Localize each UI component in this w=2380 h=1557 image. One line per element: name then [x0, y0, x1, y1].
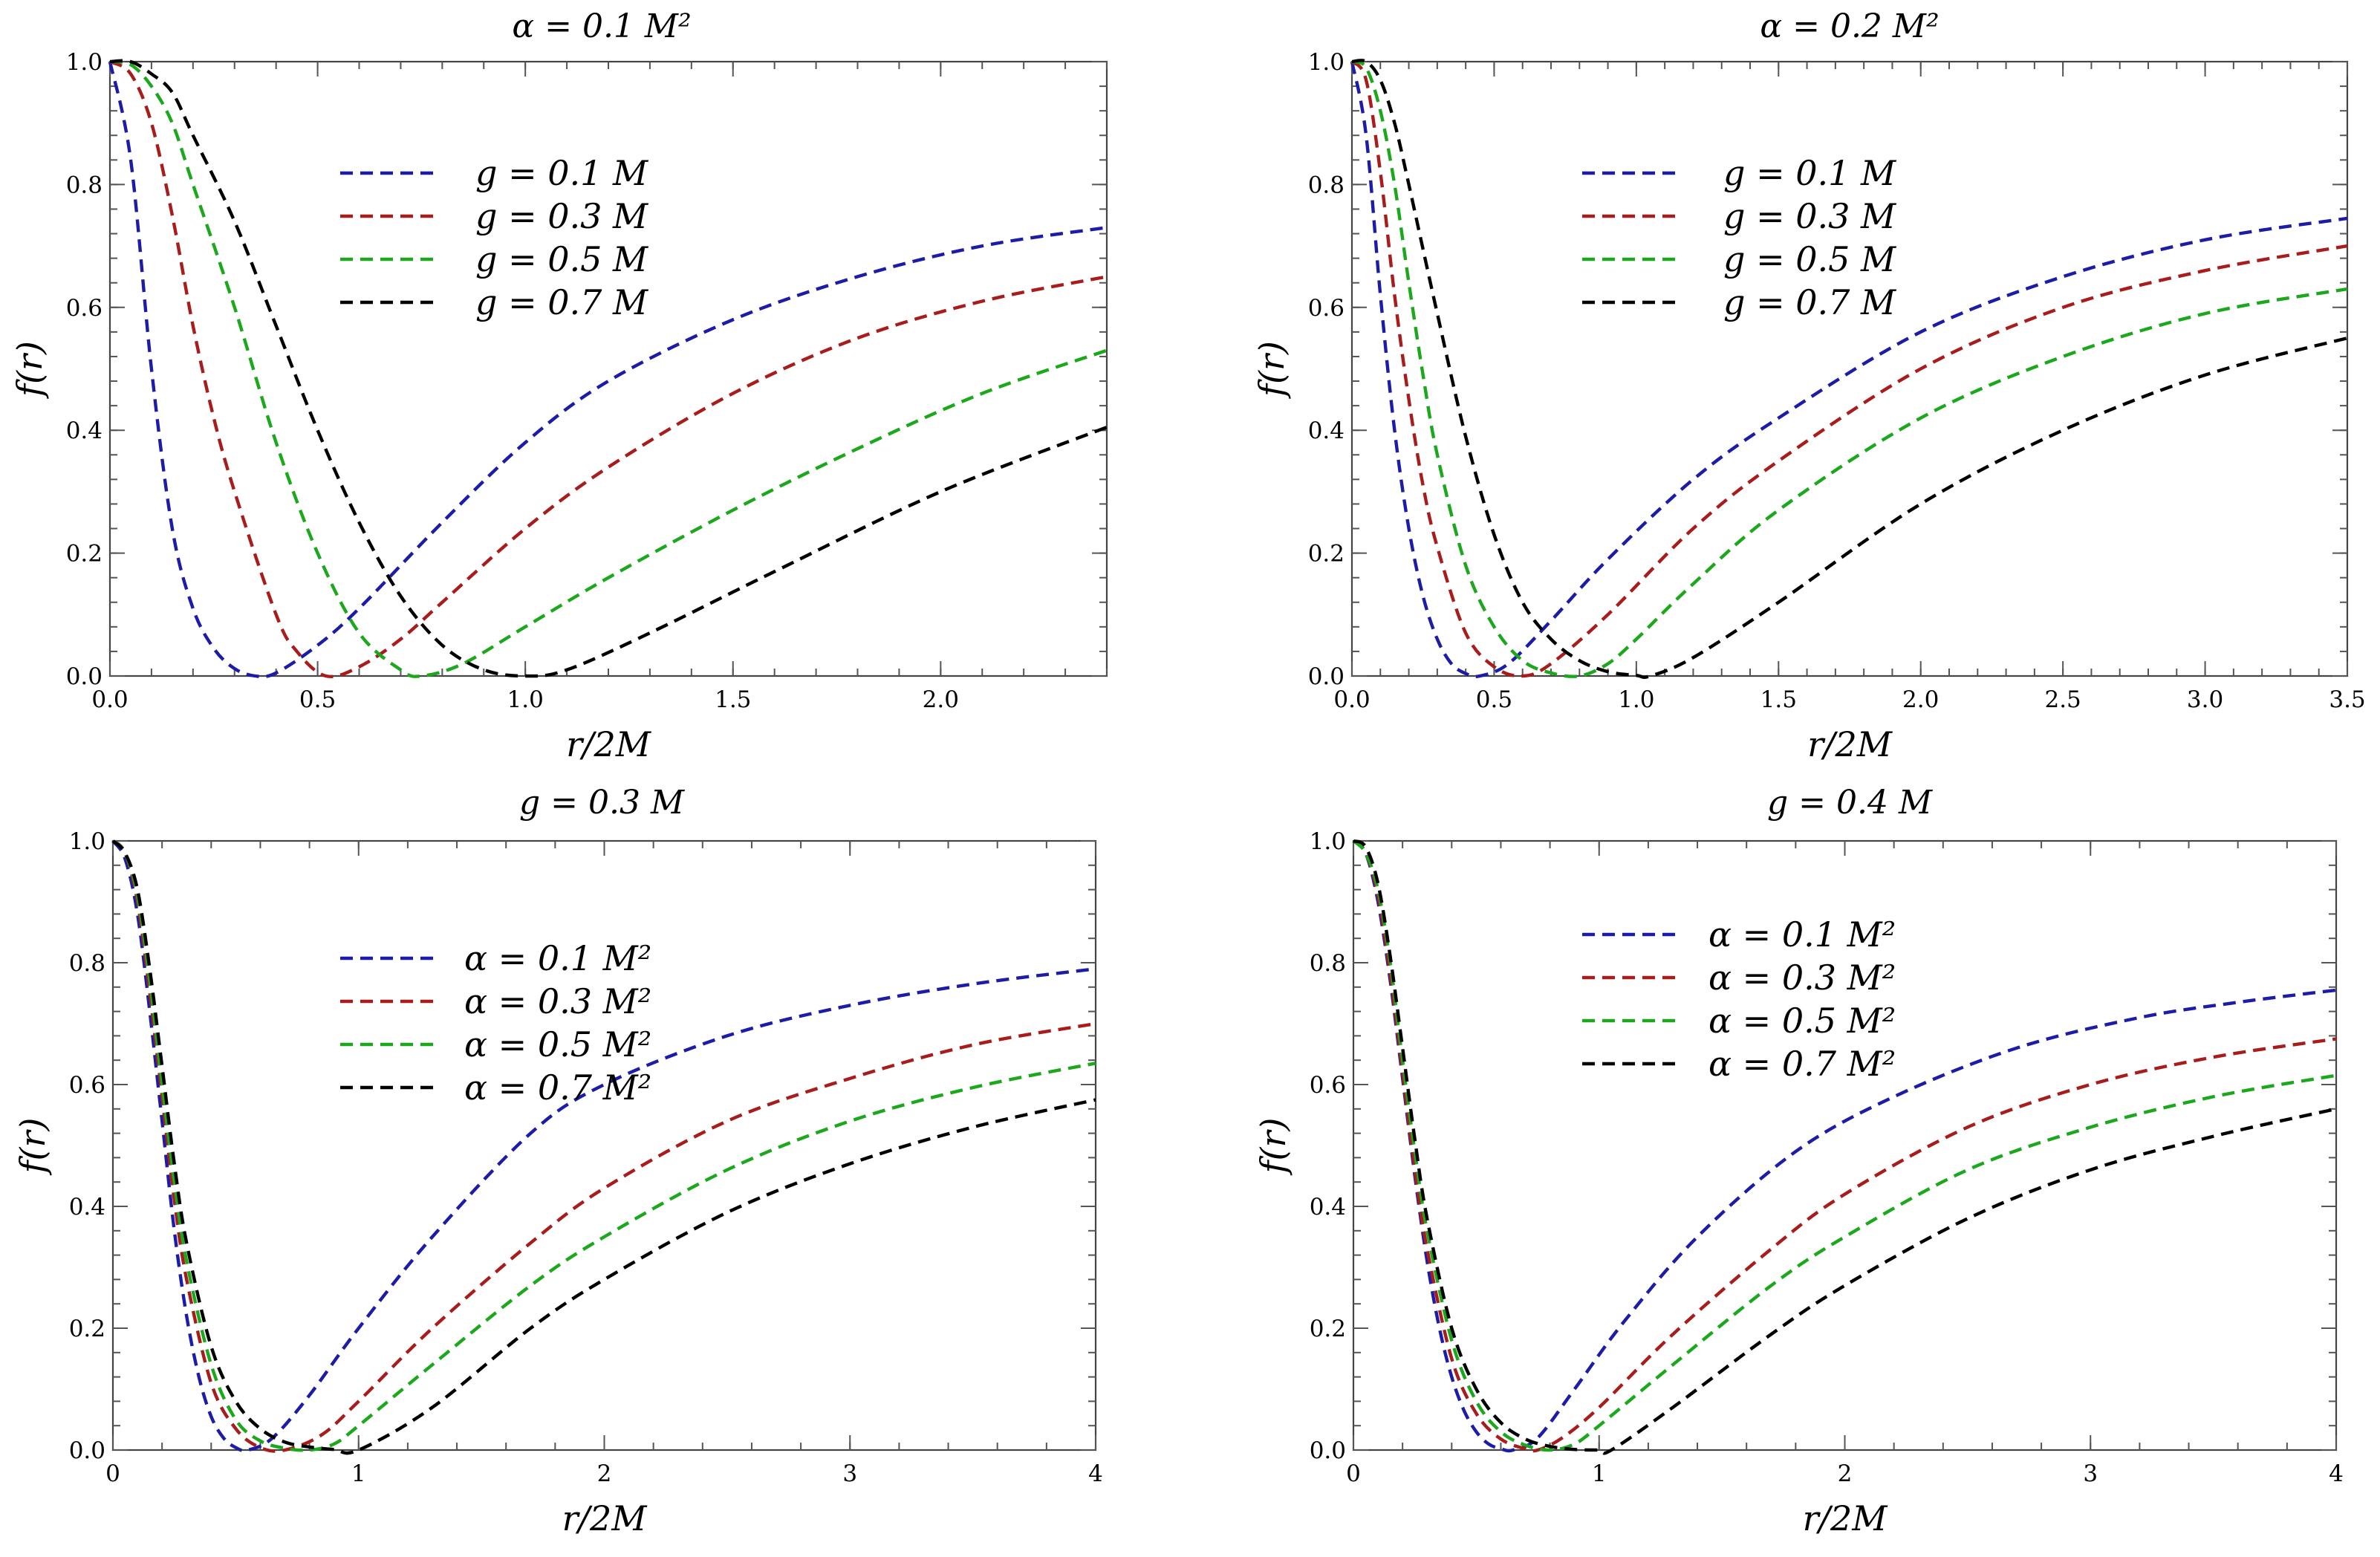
legend-label: g = 0.5 M [475, 239, 649, 279]
y-tick-label: 0.6 [1310, 1072, 1346, 1099]
legend-label: α = 0.7 M² [1708, 1044, 1896, 1084]
panel-alpha-0-1: 0.0 0.5 1.0 1.5 2.0 0.0 0.2 0.4 0.6 0.8 1.0 α = 0.1… [10, 7, 1108, 764]
y-tick-label: 1.0 [1308, 49, 1345, 76]
x-tick-label: 3.5 [2329, 686, 2365, 713]
y-tick-label: 0.8 [69, 950, 105, 977]
y-tick-label: 0.4 [1308, 417, 1345, 444]
y-tick-label: 0.6 [69, 1072, 105, 1099]
plot-frame [111, 839, 1097, 1452]
y-tick-label: 0.8 [1308, 172, 1345, 198]
y-tick-label: 0.8 [1310, 950, 1346, 977]
x-tick-label: 1 [1592, 1460, 1607, 1487]
legend-label: α = 0.1 M² [1708, 914, 1896, 955]
y-tick-label: 0.8 [66, 172, 103, 198]
x-tick-label: 0.0 [1333, 686, 1370, 713]
series-line [108, 61, 1108, 679]
series-line [111, 839, 1096, 1452]
legend-label: α = 0.5 M² [464, 1024, 651, 1064]
legend-label: g = 0.3 M [475, 196, 649, 236]
series-line [109, 59, 1108, 678]
x-tick-label: 0.0 [91, 686, 128, 713]
y-tick-label: 0.4 [69, 1194, 105, 1220]
x-axis-label: r/2M [566, 724, 652, 764]
y-axis-label: f(r) [1253, 1118, 1293, 1176]
series-line [111, 839, 1096, 1453]
series-line [1353, 839, 2337, 1455]
y-tick-label: 0.6 [1308, 295, 1345, 322]
x-tick-label: 1.0 [1618, 686, 1654, 713]
panel-alpha-0-2: 0.0 0.5 1.0 1.5 2.0 2.5 3.0 3.5 0.0 0.2 0.4 0.6 0.8 1… [1252, 7, 2366, 764]
legend-label: g = 0.7 M [1723, 282, 1897, 322]
x-tick-label: 2 [1838, 1460, 1853, 1487]
x-tick-label: 3.0 [2187, 686, 2223, 713]
x-tick-label: 1.5 [715, 686, 751, 713]
chart-title: α = 0.2 M² [1760, 7, 1939, 45]
y-tick-label: 0.0 [1308, 663, 1345, 690]
legend-label: α = 0.3 M² [464, 981, 651, 1021]
x-tick-label: 2 [597, 1460, 612, 1487]
y-tick-label: 1.0 [1310, 828, 1346, 855]
x-tick-label: 0 [105, 1460, 120, 1487]
chart-title: g = 0.3 M [519, 784, 685, 822]
panel-g-0-4: 0 1 2 3 4 0.0 0.2 0.4 0.6 0.8 1.0 g = 0.4 M r/2M f(r)… [1253, 784, 2344, 1538]
y-tick-label: 0.0 [1310, 1437, 1346, 1464]
y-tick-label: 0.2 [69, 1316, 105, 1342]
x-tick-label: 1.5 [1760, 686, 1797, 713]
series-line [1350, 61, 2348, 678]
x-tick-label: 0 [1346, 1460, 1361, 1487]
panel-g-0-3: 0 1 2 3 4 0.0 0.2 0.4 0.6 0.8 1.0 g = 0.3 M r/2M f(r)… [13, 784, 1103, 1538]
y-tick-label: 1.0 [69, 828, 105, 855]
legend-label: g = 0.3 M [1723, 196, 1897, 236]
x-tick-label: 2.0 [923, 686, 959, 713]
legend-label: α = 0.3 M² [1708, 958, 1896, 998]
x-tick-label: 4 [2329, 1460, 2344, 1487]
plot-frame [1350, 60, 2349, 677]
legend-label: g = 0.1 M [475, 153, 649, 193]
x-axis-label: r/2M [1807, 724, 1893, 764]
series-line [108, 59, 1108, 678]
x-tick-label: 2.5 [2044, 686, 2081, 713]
series-line [1350, 60, 2348, 678]
x-tick-label: 0.5 [1476, 686, 1512, 713]
x-tick-label: 1 [351, 1460, 366, 1487]
y-tick-label: 1.0 [66, 49, 103, 76]
chart-title: g = 0.4 M [1767, 784, 1933, 822]
legend-label: g = 0.7 M [475, 282, 649, 322]
y-tick-label: 0.2 [1308, 541, 1345, 568]
legend-label: g = 0.5 M [1723, 239, 1897, 279]
legend-label: α = 0.1 M² [464, 938, 651, 978]
y-tick-label: 0.2 [1310, 1316, 1346, 1342]
x-axis-label: r/2M [1803, 1498, 1889, 1538]
legend-label: α = 0.5 M² [1708, 1001, 1896, 1041]
x-tick-label: 2.0 [1902, 686, 1939, 713]
x-tick-label: 0.5 [299, 686, 336, 713]
y-axis-label: f(r) [10, 341, 50, 399]
x-tick-label: 1.0 [507, 686, 544, 713]
legend-label: g = 0.1 M [1723, 153, 1897, 193]
x-tick-label: 4 [1088, 1460, 1103, 1487]
y-axis-label: f(r) [1252, 341, 1292, 399]
y-tick-label: 0.4 [66, 417, 103, 444]
x-tick-label: 3 [2083, 1460, 2098, 1487]
series-line [111, 839, 1096, 1455]
series-line [1352, 839, 2337, 1453]
y-axis-label: f(r) [13, 1118, 53, 1176]
series-line [109, 59, 1108, 678]
y-tick-label: 0.6 [66, 295, 103, 322]
series-line [1351, 58, 2348, 679]
y-tick-label: 0.4 [1310, 1194, 1346, 1220]
y-tick-label: 0.0 [66, 663, 103, 690]
x-axis-label: r/2M [562, 1498, 648, 1538]
legend-label: α = 0.7 M² [464, 1067, 651, 1108]
series-line [1351, 59, 2348, 678]
x-tick-label: 3 [842, 1460, 857, 1487]
y-tick-label: 0.0 [69, 1437, 105, 1464]
chart-title: α = 0.1 M² [512, 7, 691, 45]
y-tick-label: 0.2 [66, 541, 103, 568]
series-line [111, 839, 1096, 1453]
